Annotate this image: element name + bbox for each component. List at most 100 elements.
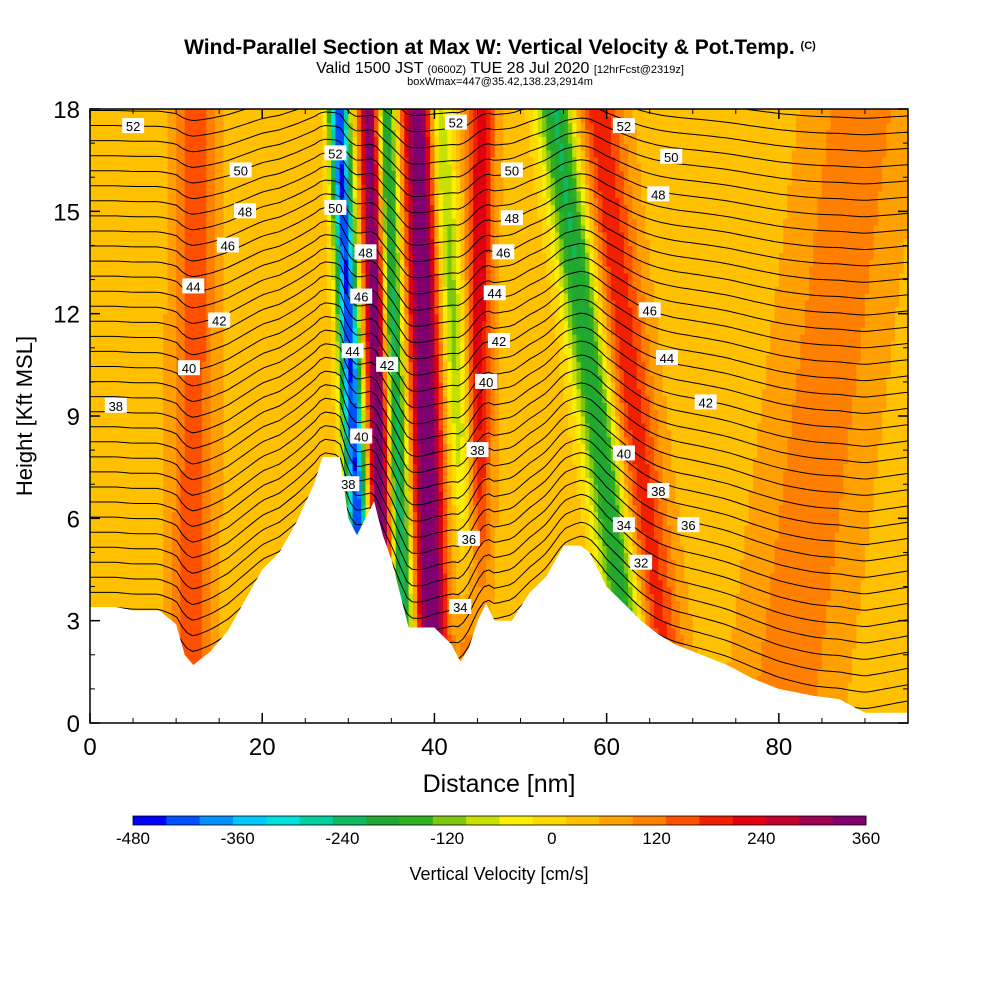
velocity-cell: [598, 184, 616, 192]
velocity-cell: [455, 572, 470, 581]
velocity-cell: [468, 525, 474, 533]
velocity-cell: [344, 279, 349, 287]
velocity-cell: [378, 197, 384, 206]
velocity-cell: [451, 600, 491, 608]
velocity-cell: [641, 334, 651, 342]
velocity-cell: [632, 334, 642, 342]
velocity-cell: [378, 184, 384, 192]
velocity-cell: [460, 224, 466, 233]
velocity-cell: [438, 340, 444, 349]
velocity-cell: [451, 184, 457, 192]
velocity-cell: [486, 259, 491, 267]
velocity-cell: [662, 538, 672, 547]
velocity-cell: [632, 340, 642, 349]
velocity-cell: [826, 613, 857, 622]
velocity-cell: [434, 293, 440, 301]
velocity-cell: [486, 511, 491, 519]
velocity-cell: [619, 504, 625, 513]
velocity-cell: [451, 613, 487, 622]
velocity-cell: [477, 538, 483, 547]
velocity-cell: [399, 531, 405, 540]
velocity-cell: [421, 456, 436, 465]
velocity-cell: [399, 334, 405, 342]
velocity-cell: [606, 286, 612, 294]
velocity-cell: [378, 300, 384, 308]
velocity-cell: [580, 163, 586, 171]
velocity-cell: [425, 149, 431, 158]
velocity-cell: [576, 334, 582, 342]
velocity-cell: [176, 306, 186, 315]
velocity-cell: [585, 416, 591, 424]
velocity-cell: [399, 375, 405, 383]
velocity-cell: [499, 286, 552, 294]
velocity-cell: [430, 245, 436, 253]
velocity-cell: [404, 443, 410, 451]
velocity-cell: [391, 402, 397, 410]
velocity-cell: [576, 224, 582, 233]
velocity-cell: [455, 443, 461, 451]
velocity-cell: [468, 272, 474, 281]
velocity-cell: [344, 395, 349, 403]
velocity-cell: [404, 395, 410, 403]
velocity-cell: [421, 484, 436, 492]
velocity-cell: [477, 511, 487, 519]
velocity-cell: [567, 340, 573, 349]
velocity-cell: [451, 245, 457, 253]
velocity-cell: [434, 177, 440, 185]
velocity-cell: [481, 320, 487, 328]
velocity-cell: [361, 395, 367, 403]
velocity-cell: [455, 566, 470, 574]
velocity-cell: [391, 211, 397, 219]
velocity-cell: [671, 525, 681, 533]
velocity-cell: [404, 586, 410, 594]
velocity-cell: [339, 327, 345, 335]
velocity-cell: [662, 600, 672, 608]
velocity-cell: [455, 197, 461, 206]
velocity-cell: [593, 170, 599, 178]
velocity-cell: [813, 245, 875, 253]
velocity-cell: [163, 497, 177, 506]
velocity-cell: [740, 559, 776, 567]
velocity-cell: [374, 190, 380, 199]
velocity-cell: [382, 477, 388, 485]
velocity-cell: [206, 163, 216, 171]
velocity-cell: [430, 300, 436, 308]
velocity-cell: [645, 613, 651, 622]
velocity-cell: [369, 211, 375, 219]
velocity-cell: [163, 600, 173, 608]
velocity-cell: [404, 381, 410, 390]
velocity-cell: [206, 218, 216, 226]
velocity-cell: [542, 224, 552, 233]
velocity-cell: [623, 477, 629, 485]
velocity-cell: [430, 286, 436, 294]
velocity-cell: [404, 436, 410, 444]
velocity-cell: [180, 613, 203, 622]
velocity-cell: [326, 259, 332, 267]
velocity-cell: [455, 211, 461, 219]
velocity-cell: [473, 347, 483, 356]
velocity-cell: [460, 340, 466, 349]
velocity-cell: [542, 177, 547, 185]
velocity-cell: [559, 218, 565, 226]
velocity-cell: [563, 149, 569, 158]
velocity-cell: [864, 300, 900, 308]
velocity-cell: [365, 327, 371, 335]
velocity-cell: [602, 531, 608, 540]
velocity-cell: [550, 218, 556, 226]
velocity-cell: [90, 320, 164, 328]
velocity-cell: [464, 306, 470, 315]
velocity-cell: [860, 347, 892, 356]
velocity-cell: [339, 218, 349, 226]
velocity-cell: [447, 238, 453, 247]
velocity-cell: [671, 593, 677, 601]
velocity-cell: [460, 456, 466, 465]
velocity-cell: [365, 477, 371, 485]
velocity-cell: [408, 204, 414, 212]
velocity-cell: [438, 566, 444, 574]
velocity-cell: [412, 491, 418, 499]
velocity-cell: [460, 327, 466, 335]
velocity-cell: [417, 552, 423, 560]
velocity-cell: [210, 422, 225, 431]
velocity-cell: [408, 593, 414, 601]
velocity-cell: [610, 375, 616, 383]
